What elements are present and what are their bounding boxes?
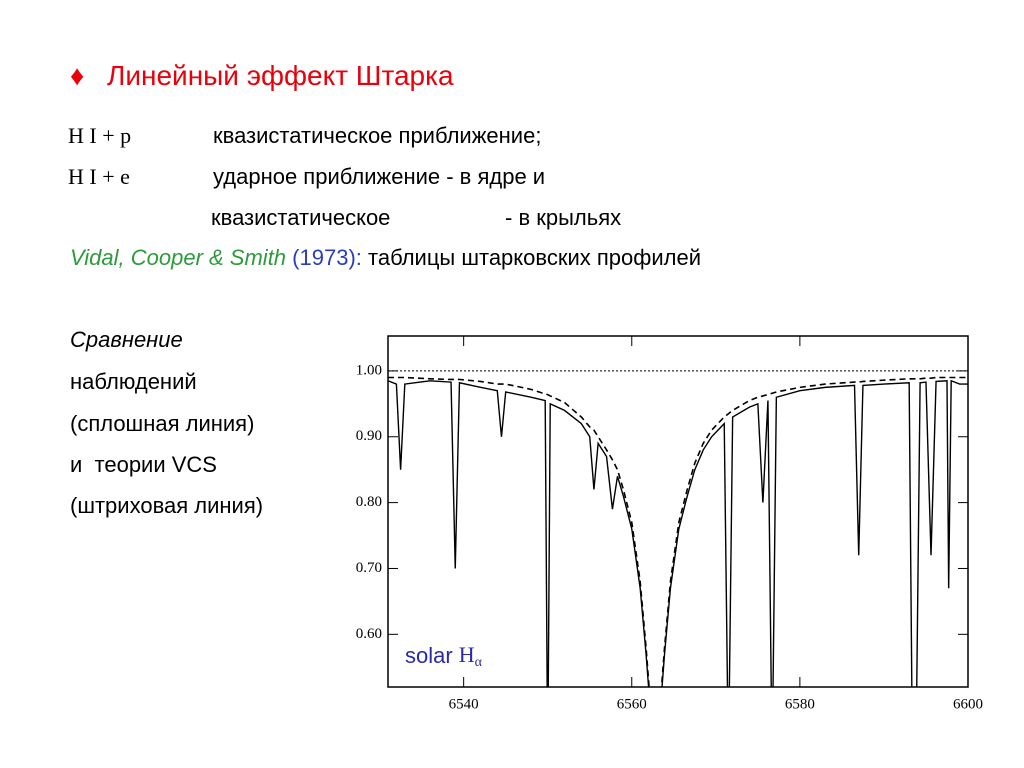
- line-text: квазистатическое приближение;: [213, 123, 542, 148]
- plot-frame: [387, 335, 969, 688]
- authors: Vidal, Cooper & Smith: [70, 245, 287, 270]
- line-label: H I + p: [68, 123, 132, 148]
- line-label: H I + e: [68, 164, 130, 189]
- x-tick-label: 6580: [785, 696, 815, 712]
- caption-line: (сплошная линия): [70, 411, 255, 436]
- annotation-text: solar: [405, 643, 453, 668]
- annotation-symbol: H: [459, 642, 475, 667]
- theory-line: [388, 376, 968, 687]
- annotation-subscript: α: [475, 655, 483, 670]
- caption-line: (штриховая линия): [70, 493, 264, 518]
- y-tick-label: 0.80: [356, 494, 382, 510]
- x-tick-label: 6540: [449, 696, 479, 712]
- annotation: solar Hα: [405, 642, 483, 670]
- y-tick-label: 0.90: [356, 428, 382, 444]
- caption-line: и теории VCS: [70, 452, 217, 477]
- y-tick-label: 1.00: [356, 362, 382, 378]
- slide-title: Линейный эффект Штарка: [107, 60, 454, 91]
- caption-line: Сравнение: [70, 327, 183, 352]
- caption-line: наблюдений: [70, 369, 197, 394]
- y-tick-label: 0.60: [356, 626, 382, 642]
- line-text: квазистатическое: [211, 205, 391, 230]
- x-tick-label: 6600: [953, 696, 983, 712]
- bullet: ♦: [70, 60, 85, 91]
- line-text: - в крыльях: [505, 205, 622, 230]
- y-tick-label: 0.70: [356, 560, 382, 576]
- reference-text: таблицы штарковских профилей: [368, 245, 702, 270]
- line-text: ударное приближение - в ядре и: [213, 164, 546, 189]
- year: (1973):: [292, 245, 362, 270]
- x-tick-label: 6560: [617, 696, 647, 712]
- reference: Vidal, Cooper & Smith (1973): таблицы шт…: [70, 245, 701, 271]
